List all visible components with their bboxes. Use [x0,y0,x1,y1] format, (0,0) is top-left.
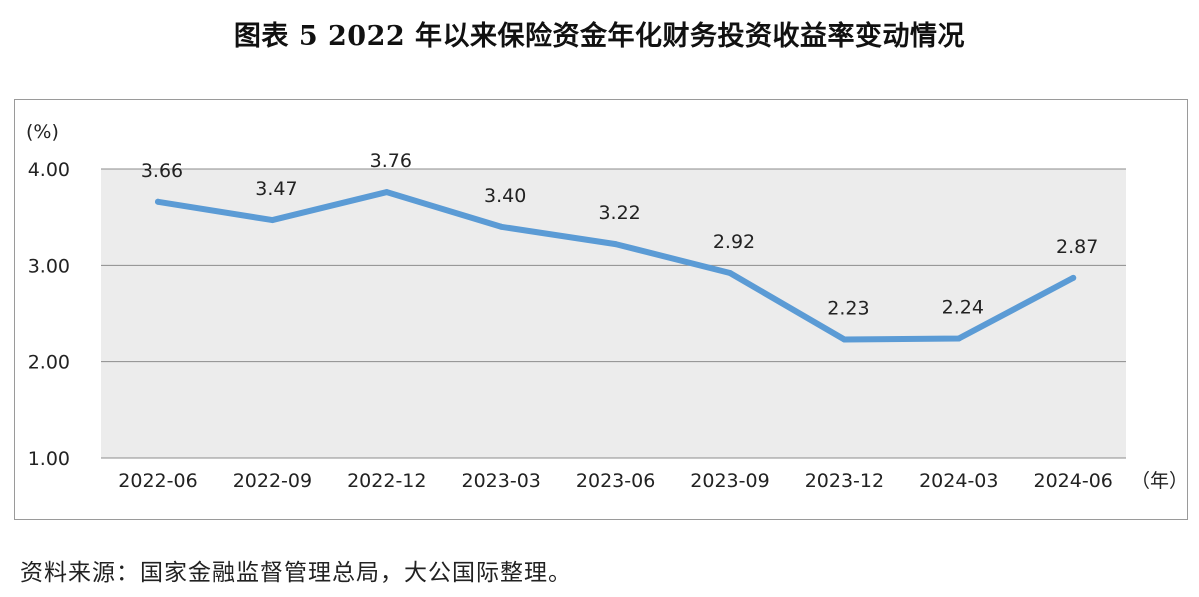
data-label: 2.24 [942,297,984,319]
x-axis-label: （年） [1131,470,1188,492]
data-point [612,241,619,248]
data-point [155,198,161,205]
data-label: 2.87 [1056,236,1098,258]
data-point [841,336,848,343]
series-line-group [155,189,1077,343]
x-tick-label: 2022-09 [233,470,312,492]
data-label: 3.66 [141,160,183,182]
x-tick-label: 2023-06 [576,470,655,492]
y-axis-ticks: 1.00 2.00 3.00 4.00 [28,159,70,470]
x-tick-label: 2022-12 [347,470,426,492]
data-label: 2.92 [713,231,755,253]
data-label: 3.47 [255,178,297,200]
x-axis-ticks: 2022-06 2022-09 2022-12 2023-03 2023-06 2023-… [118,470,1113,492]
y-tick-label: 4.00 [28,159,70,181]
data-label: 3.22 [598,202,640,224]
y-tick-label: 2.00 [28,352,70,374]
data-point [955,335,962,342]
source-note: 资料来源：国家金融监督管理总局，大公国际整理。 [20,560,572,586]
gridlines [101,168,1126,459]
data-point [269,217,276,224]
data-point [498,223,505,230]
x-tick-label: 2024-03 [919,470,998,492]
x-tick-label: 2023-12 [805,470,884,492]
x-tick-label: 2023-09 [690,470,769,492]
data-label: 2.23 [827,298,869,320]
data-point [383,189,390,196]
data-labels: 3.66 3.47 3.76 3.40 3.22 2.92 2.23 2.24 2.87 [141,150,1099,319]
x-tick-label: 2022-06 [118,470,197,492]
chart-title: 图表 5 2022 年以来保险资金年化财务投资收益率变动情况 [233,21,966,52]
data-point [1070,274,1077,281]
data-label: 3.40 [484,185,526,207]
y-tick-label: 1.00 [28,448,70,470]
x-tick-label: 2023-03 [462,470,541,492]
y-tick-label: 3.00 [28,255,70,277]
y-axis-label: (%) [26,121,59,143]
x-tick-label: 2024-06 [1034,470,1113,492]
data-point [727,270,733,277]
data-label: 3.76 [370,150,412,172]
